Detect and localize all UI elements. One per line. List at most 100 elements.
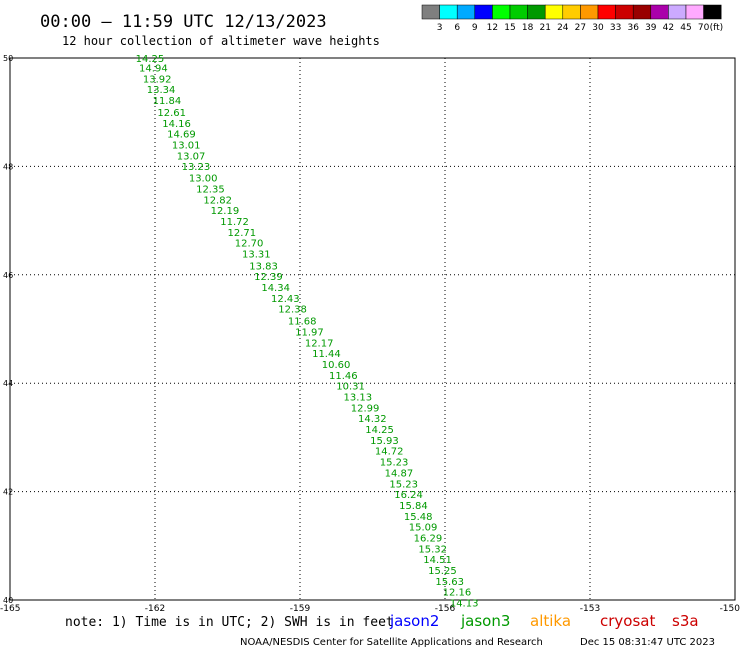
color-scale-label: 70 xyxy=(698,23,710,33)
color-swatch xyxy=(421,4,440,20)
swh-value: 15.63 xyxy=(435,577,464,588)
swh-value: 11.44 xyxy=(312,349,341,360)
color-scale-label: 30 xyxy=(592,23,604,33)
color-swatch xyxy=(562,4,581,20)
swh-value: 14.16 xyxy=(162,119,191,130)
swh-value: 15.84 xyxy=(399,501,428,512)
swh-value: 14.34 xyxy=(261,283,290,294)
color-scale-label: 45 xyxy=(680,23,691,33)
swh-value: 13.07 xyxy=(177,151,206,162)
x-tick-label: -156 xyxy=(435,604,456,614)
footer-timestamp: Dec 15 08:31:47 UTC 2023 xyxy=(580,637,715,648)
swh-value: 13.01 xyxy=(172,141,201,152)
color-swatch xyxy=(668,4,687,20)
swh-value: 14.87 xyxy=(385,468,414,479)
y-tick-label: 48 xyxy=(3,162,13,171)
swh-value: 12.16 xyxy=(443,588,472,599)
swh-value: 15.23 xyxy=(389,479,418,490)
color-scale-label: 39 xyxy=(645,23,657,33)
legend-item: s3a xyxy=(672,612,699,630)
legend-note: note: 1) Time is in UTC; 2) SWH is in fe… xyxy=(65,615,394,630)
swh-value: 14.13 xyxy=(450,599,479,610)
legend-item: jason2 xyxy=(389,612,439,630)
x-tick-label: -162 xyxy=(145,604,165,614)
swh-value: 15.09 xyxy=(409,523,438,534)
legend-item: altika xyxy=(530,612,571,630)
color-scale-unit: (ft) xyxy=(710,23,724,33)
swh-value: 14.25 xyxy=(365,425,394,436)
swh-value: 12.99 xyxy=(351,403,380,414)
color-swatch xyxy=(509,4,528,20)
swh-value: 15.32 xyxy=(418,544,447,555)
swh-value: 16.24 xyxy=(394,490,423,501)
swh-value: 14.51 xyxy=(423,555,452,566)
footer-credit: NOAA/NESDIS Center for Satellite Applica… xyxy=(240,637,543,648)
swh-value: 12.61 xyxy=(157,108,186,119)
legend-item: cryosat xyxy=(600,612,655,630)
swh-value: 13.13 xyxy=(344,393,373,404)
color-swatch xyxy=(456,4,476,20)
swh-value: 15.93 xyxy=(370,436,399,447)
color-swatch xyxy=(492,4,511,20)
x-tick-label: -165 xyxy=(0,604,20,614)
x-tick-label: -153 xyxy=(580,604,600,614)
swh-value: 12.70 xyxy=(235,239,264,250)
y-tick-label: 40 xyxy=(3,596,13,605)
swh-value: 12.39 xyxy=(254,272,283,283)
swh-value: 13.83 xyxy=(249,261,278,272)
swh-value: 12.71 xyxy=(228,228,257,239)
color-scale-label: 15 xyxy=(504,23,515,33)
color-swatch xyxy=(439,4,458,20)
legend: jason2 jason3 altika cryosat s3a xyxy=(389,612,699,630)
color-swatch xyxy=(527,4,546,20)
color-swatch xyxy=(685,4,704,20)
swh-value: 13.31 xyxy=(242,249,271,260)
color-scale-label: 42 xyxy=(663,23,674,33)
color-scale-label: 21 xyxy=(539,23,550,33)
swh-value: 12.43 xyxy=(271,294,300,305)
color-swatch xyxy=(650,4,669,20)
swh-value: 12.38 xyxy=(278,305,307,316)
y-tick-label: 46 xyxy=(3,271,13,280)
swh-value: 14.32 xyxy=(358,414,387,425)
color-scale-label: 3 xyxy=(437,23,443,33)
color-swatch xyxy=(544,4,564,20)
chart-title: 00:00 – 11:59 UTC 12/13/2023 xyxy=(40,12,327,32)
color-swatch xyxy=(580,4,599,20)
swh-value: 11.84 xyxy=(153,96,182,107)
color-scale-label: 18 xyxy=(522,23,534,33)
swh-value: 16.29 xyxy=(414,533,443,544)
swh-value: 10.31 xyxy=(336,382,365,393)
x-tick-label: -150 xyxy=(720,604,740,614)
color-scale-label: 36 xyxy=(627,23,639,33)
color-scale-label: 12 xyxy=(487,23,498,33)
swh-value: 11.46 xyxy=(329,371,358,382)
y-tick-label: 44 xyxy=(3,379,13,388)
color-scale-label: 27 xyxy=(575,23,586,33)
color-swatch xyxy=(597,4,616,20)
plot-area xyxy=(9,57,736,601)
swh-value: 13.92 xyxy=(143,74,172,85)
color-scale-label: 24 xyxy=(557,23,569,33)
grid-lines xyxy=(10,58,735,600)
y-axis: 50 48 46 44 42 40 xyxy=(3,54,13,605)
swh-value: 15.23 xyxy=(380,458,409,469)
chart-subtitle: 12 hour collection of altimeter wave hei… xyxy=(62,34,380,48)
swh-value: 14.72 xyxy=(375,447,404,458)
swh-value: 11.72 xyxy=(220,217,249,228)
color-scale-label: 9 xyxy=(472,23,478,33)
color-scale-label: 33 xyxy=(610,23,621,33)
swh-value: 10.60 xyxy=(322,360,351,371)
swh-value: 15.25 xyxy=(428,566,457,577)
swh-value: 13.00 xyxy=(189,174,218,185)
swh-value: 12.19 xyxy=(211,206,240,217)
plot-border xyxy=(9,57,736,601)
color-scale-label: 6 xyxy=(454,23,460,33)
color-swatch xyxy=(615,4,634,20)
swh-value: 14.94 xyxy=(139,64,168,75)
color-swatch xyxy=(474,4,493,20)
swh-value: 14.25 xyxy=(136,54,165,65)
swh-value: 13.34 xyxy=(147,85,176,96)
swh-value: 12.35 xyxy=(196,184,225,195)
